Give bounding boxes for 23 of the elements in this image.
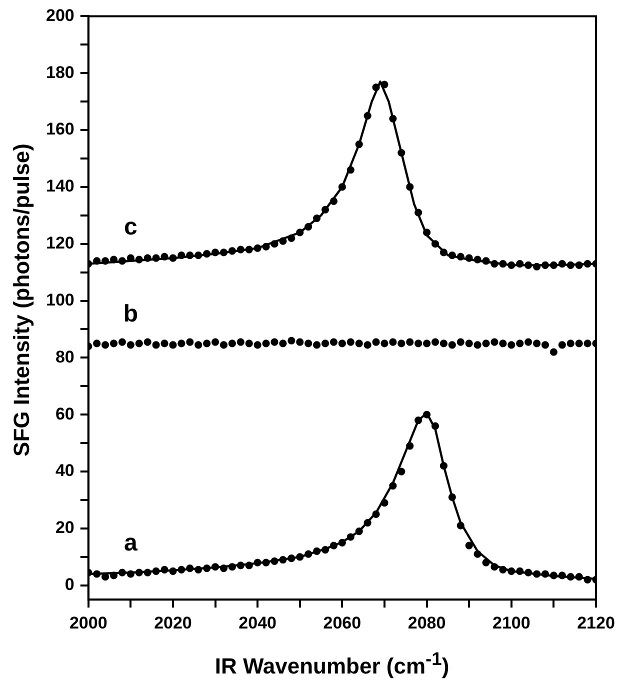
y-tick-label: 60 xyxy=(55,404,74,424)
y-tick-label: 120 xyxy=(46,234,74,253)
x-tick-label: 2060 xyxy=(323,613,362,632)
x-tick-label: 2000 xyxy=(69,613,108,632)
y-tick-label: 0 xyxy=(64,575,74,594)
y-tick-label: 160 xyxy=(46,120,74,139)
y-tick-label: 40 xyxy=(55,461,74,480)
x-tick-label: 2100 xyxy=(492,613,530,632)
series-label: c xyxy=(124,214,138,241)
x-tick-label: 2040 xyxy=(238,613,276,632)
y-tick-label: 200 xyxy=(46,6,74,25)
y-tick-label: 80 xyxy=(55,347,74,366)
x-axis-title: IR Wavenumber (cm$^{-1}$) xyxy=(214,648,450,680)
series-label: a xyxy=(124,530,138,557)
x-tick-label: 2020 xyxy=(154,613,192,632)
y-tick-label: 180 xyxy=(46,62,74,82)
x-tick-label: 2080 xyxy=(408,613,446,632)
y-tick-label: 100 xyxy=(46,290,74,310)
x-tick-label: 2120 xyxy=(577,613,615,632)
y-tick-label: 20 xyxy=(55,518,74,538)
series-label: b xyxy=(123,300,138,328)
y-tick-label: 140 xyxy=(46,176,74,196)
y-axis-title: SFG Intensity (photons/pulse) xyxy=(9,144,35,456)
